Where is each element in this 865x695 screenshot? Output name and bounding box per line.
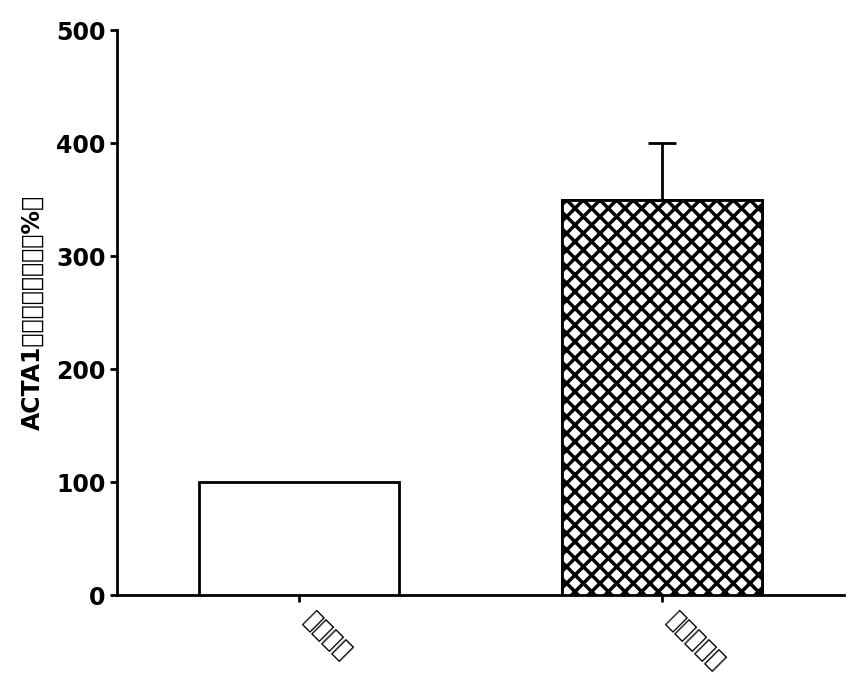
Bar [562,200,762,596]
Bar [562,200,762,596]
Bar [199,482,399,596]
Y-axis label: ACTA1蛋白相对表达量（%）: ACTA1蛋白相对表达量（%） [21,195,45,430]
